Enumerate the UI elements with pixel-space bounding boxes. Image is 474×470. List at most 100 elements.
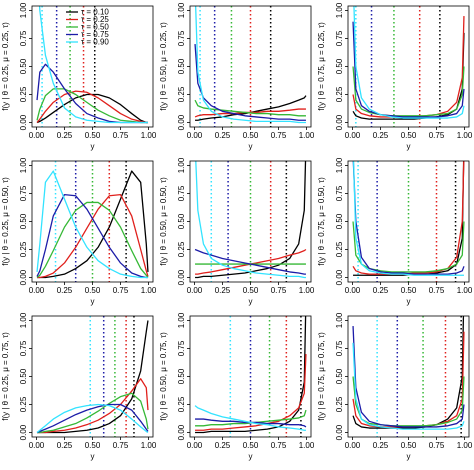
- x-tick-label: 0.25: [373, 131, 389, 140]
- y-tick-label: 0.75: [177, 185, 186, 201]
- x-tick-label: 0.75: [271, 286, 287, 295]
- y-tick-label: 0.00: [335, 269, 344, 285]
- density-line: [38, 6, 148, 124]
- y-tick-label: 0.25: [177, 396, 186, 412]
- legend-label: τ = 0.10: [81, 7, 109, 16]
- y-tick-label: 1.00: [19, 157, 28, 173]
- x-tick-label: 0.75: [113, 131, 129, 140]
- x-tick-label: 0.00: [187, 131, 203, 140]
- y-tick-label: 1.00: [177, 2, 186, 18]
- plot-area: [194, 6, 307, 127]
- y-tick-label: 0.50: [19, 58, 28, 74]
- density-line: [36, 201, 149, 279]
- density-line: [194, 248, 306, 275]
- density-line: [195, 354, 307, 431]
- panel: 0.00 0.25 0.50 0.75 1.00 0.00 0.25 0.50 0.75 1.00…: [1, 312, 157, 461]
- x-tick-label: 0.25: [215, 441, 231, 450]
- x-tick-label: 0.50: [401, 131, 417, 140]
- x-axis-label: y: [249, 142, 253, 151]
- x-tick-label: 0.00: [29, 286, 45, 295]
- y-axis-label: f(y | θ = 0.25, μ = 0.50, τ): [1, 177, 10, 266]
- x-tick-label: 1.00: [141, 131, 157, 140]
- plot-area: [352, 161, 465, 282]
- x-tick-label: 0.25: [57, 286, 73, 295]
- y-tick-label: 1.00: [177, 312, 186, 328]
- y-tick-label: 0.50: [177, 213, 186, 229]
- legend-label: τ = 0.90: [81, 37, 109, 46]
- y-tick-label: 0.25: [335, 396, 344, 412]
- x-tick-label: 0.50: [85, 286, 101, 295]
- y-tick-label: 0.75: [335, 185, 344, 201]
- plot-frame: [31, 5, 154, 128]
- density-line: [36, 90, 148, 124]
- y-tick-label: 0.50: [335, 368, 344, 384]
- density-line: [194, 99, 306, 117]
- y-tick-label: 0.50: [19, 368, 28, 384]
- legend-label: τ = 0.25: [81, 15, 109, 24]
- density-line: [37, 378, 149, 434]
- y-tick-label: 0.75: [177, 340, 186, 356]
- x-tick-label: 0.25: [215, 131, 231, 140]
- density-line: [194, 44, 306, 121]
- density-line: [36, 403, 149, 434]
- plot-area: [194, 161, 307, 282]
- density-line: [195, 161, 306, 279]
- density-line: [352, 161, 464, 276]
- density-line: [352, 326, 465, 428]
- x-tick-label: 1.00: [299, 131, 315, 140]
- panel: 0.00 0.25 0.50 0.75 1.00 0.00 0.25 0.50 0.75 1.00…: [317, 2, 473, 151]
- y-axis-label: f(y | θ = 0.50, μ = 0.25, τ): [159, 22, 168, 111]
- x-tick-label: 0.75: [429, 441, 445, 450]
- x-tick-label: 0.50: [401, 441, 417, 450]
- density-line: [37, 320, 149, 434]
- x-tick-label: 1.00: [457, 286, 473, 295]
- plot-area: [36, 6, 148, 127]
- x-tick-label: 0.25: [373, 441, 389, 450]
- y-axis-label: f(y | θ = 0.25, μ = 0.75, τ): [1, 332, 10, 421]
- plot-frame: [31, 315, 154, 438]
- density-line: [352, 376, 465, 427]
- density-line: [352, 316, 465, 429]
- y-tick-label: 1.00: [335, 157, 344, 173]
- plot-area: [194, 316, 307, 437]
- x-tick-label: 1.00: [299, 286, 315, 295]
- x-axis-label: y: [407, 452, 411, 461]
- legend-label: τ = 0.50: [81, 22, 109, 31]
- y-axis-label: f(y | θ = 0.50, μ = 0.75, τ): [159, 332, 168, 421]
- plot-frame: [347, 160, 470, 283]
- x-tick-label: 0.50: [85, 131, 101, 140]
- y-tick-label: 0.75: [177, 30, 186, 46]
- x-tick-label: 0.25: [215, 286, 231, 295]
- y-tick-label: 0.00: [177, 269, 186, 285]
- x-tick-label: 0.75: [113, 286, 129, 295]
- y-tick-label: 0.50: [335, 58, 344, 74]
- y-tick-label: 0.00: [335, 424, 344, 440]
- y-tick-label: 0.75: [19, 340, 28, 356]
- y-tick-label: 0.50: [335, 213, 344, 229]
- y-tick-label: 0.00: [177, 114, 186, 130]
- y-tick-label: 0.50: [177, 58, 186, 74]
- plot-frame: [189, 315, 312, 438]
- density-line: [352, 331, 465, 428]
- y-tick-label: 0.00: [19, 269, 28, 285]
- y-tick-label: 0.00: [335, 114, 344, 130]
- plot-area: [352, 316, 465, 437]
- x-tick-label: 0.00: [345, 131, 361, 140]
- density-line: [195, 316, 307, 434]
- x-axis-label: y: [407, 297, 411, 306]
- y-tick-label: 0.25: [177, 241, 186, 257]
- y-tick-label: 0.00: [177, 424, 186, 440]
- y-tick-label: 0.50: [177, 368, 186, 384]
- density-line: [37, 392, 149, 434]
- y-axis-label: f(y | θ = 0.25, μ = 0.25, τ): [1, 22, 10, 111]
- plot-area: [36, 316, 149, 437]
- x-axis-label: y: [91, 142, 95, 151]
- y-axis-label: f(y | θ = 0.75, μ = 0.75, τ): [317, 332, 326, 421]
- y-tick-label: 1.00: [19, 2, 28, 18]
- x-tick-label: 0.75: [429, 131, 445, 140]
- x-axis-label: y: [249, 452, 253, 461]
- y-tick-label: 0.00: [19, 424, 28, 440]
- plot-area: [36, 161, 149, 282]
